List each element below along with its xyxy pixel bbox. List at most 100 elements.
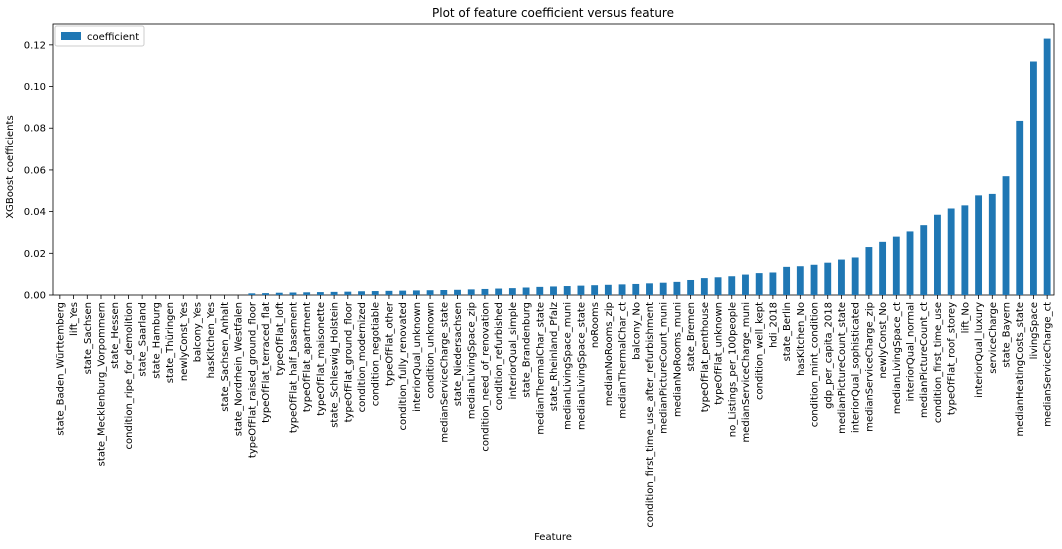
bar bbox=[440, 290, 448, 295]
x-tick-label: interiorQual_unknown bbox=[412, 302, 423, 412]
x-tick-label: lift_No bbox=[960, 302, 971, 333]
x-tick-label: condition_negotiable bbox=[371, 302, 382, 406]
bar bbox=[467, 289, 475, 295]
x-tick-label: medianNoRooms_zip bbox=[604, 302, 615, 406]
y-tick-label: 0.00 bbox=[24, 291, 46, 302]
bar bbox=[824, 262, 832, 295]
bar bbox=[659, 282, 667, 295]
x-tick-label: typeOfFlat_terraced_flat bbox=[261, 302, 272, 423]
x-tick-label: state_Niedersachsen bbox=[453, 302, 464, 406]
x-tick-label: typeOfFlat_maisonette bbox=[316, 302, 327, 416]
x-tick-label: balcony_Yes bbox=[192, 302, 203, 362]
x-tick-label: medianPictureCount_muni bbox=[659, 302, 670, 434]
bar bbox=[358, 291, 365, 295]
x-tick-label: typeOfFlat_roof_storey bbox=[947, 302, 958, 415]
x-tick-label: medianServiceCharge_ct bbox=[1043, 302, 1054, 427]
x-tick-label: typeOfFlat_apartment bbox=[302, 302, 313, 412]
x-tick-label: medianPictureCount_state bbox=[837, 302, 848, 434]
bar bbox=[1030, 61, 1037, 295]
x-tick-label: medianLivingSpace_zip bbox=[467, 302, 478, 419]
x-tick-label: medianNoRooms_muni bbox=[672, 302, 683, 417]
y-tick-label: 0.04 bbox=[24, 207, 46, 218]
x-tick-label: medianHeatingCosts_state bbox=[1015, 302, 1026, 436]
x-tick-label: typeOfFlat_unknown bbox=[714, 302, 725, 405]
x-tick-label: condition_refurbished bbox=[494, 302, 505, 410]
x-tick-label: typeOfFlat_other bbox=[384, 301, 395, 386]
bar bbox=[920, 225, 928, 295]
x-tick-label: state_Saarland bbox=[138, 302, 149, 377]
bar bbox=[892, 236, 900, 295]
bar bbox=[303, 292, 311, 295]
y-tick-label: 0.08 bbox=[24, 124, 46, 135]
bar bbox=[742, 274, 749, 295]
bar bbox=[289, 292, 297, 295]
x-tick-label: typeOfFlat_penthouse bbox=[700, 302, 711, 412]
bar bbox=[371, 291, 379, 295]
x-tick-label: medianLivingSpace_ct bbox=[892, 302, 903, 414]
bar bbox=[604, 284, 612, 295]
bar bbox=[673, 281, 681, 295]
x-tick-label: condition_ripe_for_demolition bbox=[124, 302, 135, 449]
x-tick-label: condition_first_time_use bbox=[933, 302, 944, 423]
bar bbox=[385, 290, 393, 295]
bar bbox=[1016, 120, 1024, 296]
x-tick-label: state_Baden_Württemberg bbox=[55, 302, 66, 436]
x-tick-label: condition_unknown bbox=[426, 302, 437, 399]
x-tick-label: medianThermalChar_state bbox=[535, 302, 546, 435]
x-tick-label: interiorQual_sophisticated bbox=[851, 302, 862, 433]
bar bbox=[618, 284, 626, 295]
x-tick-label: newlyConst_Yes bbox=[179, 302, 190, 381]
bar bbox=[838, 259, 845, 295]
x-tick-label: typeOfFlat_half_basement bbox=[288, 302, 299, 433]
y-tick-label: 0.02 bbox=[24, 249, 46, 260]
bar bbox=[934, 214, 941, 295]
x-axis: state_Baden_Württemberg lift_Yes state_Sac… bbox=[55, 295, 1054, 528]
x-tick-label: noRooms bbox=[590, 302, 601, 348]
bar bbox=[755, 273, 763, 295]
x-tick-label: state_Thüringen bbox=[165, 302, 176, 383]
legend-entry-coefficient: coefficient bbox=[87, 32, 139, 43]
bar bbox=[988, 193, 996, 295]
x-tick-label: no_Listings_per_100people bbox=[727, 302, 738, 437]
bar bbox=[316, 292, 324, 295]
x-tick-label: state_Sachsen_Anhalt bbox=[220, 302, 231, 412]
x-tick-label: hasKitchen_Yes bbox=[206, 302, 217, 378]
x-tick-label: condition_need_of_renovation bbox=[480, 302, 491, 452]
x-tick-label: state_Mecklenburg_Vorpommern bbox=[96, 302, 107, 466]
bar bbox=[563, 286, 571, 295]
bar bbox=[810, 264, 818, 295]
bar bbox=[728, 276, 736, 295]
x-tick-label: medianThermalChar_ct bbox=[618, 302, 629, 419]
x-tick-label: state_Hamburg bbox=[151, 302, 162, 379]
x-tick-label: newlyConst_No bbox=[878, 302, 889, 379]
plot-area bbox=[52, 23, 1055, 296]
x-tick-label: livingSpace bbox=[1029, 302, 1040, 359]
bar bbox=[536, 286, 544, 295]
bar bbox=[550, 286, 557, 295]
bar bbox=[769, 272, 777, 295]
bar bbox=[508, 288, 516, 295]
x-tick-label: medianServiceCharge_state bbox=[439, 302, 450, 443]
bar bbox=[591, 285, 599, 295]
x-tick-label: state_Berlin bbox=[782, 302, 793, 361]
bar bbox=[700, 278, 708, 295]
bar bbox=[248, 293, 256, 295]
legend-box bbox=[54, 25, 145, 47]
x-tick-label: medianServiceCharge_muni bbox=[741, 302, 752, 443]
chart-title: Plot of feature coefficient versus featu… bbox=[432, 6, 674, 20]
bar bbox=[865, 247, 873, 295]
bar bbox=[906, 231, 914, 295]
bar bbox=[522, 287, 530, 295]
bar bbox=[481, 288, 489, 295]
plot-frame bbox=[52, 23, 1055, 296]
bar bbox=[947, 208, 955, 295]
bar bbox=[426, 290, 434, 295]
bar bbox=[1002, 176, 1010, 295]
bar bbox=[1043, 38, 1051, 296]
x-axis-label: Feature bbox=[534, 532, 572, 543]
bar bbox=[262, 293, 269, 295]
bar bbox=[851, 257, 859, 295]
x-tick-label: state_Rheinland_Pfalz bbox=[549, 302, 560, 411]
bar bbox=[495, 288, 503, 295]
x-tick-label: state_Schleswig_Holstein bbox=[330, 302, 341, 428]
